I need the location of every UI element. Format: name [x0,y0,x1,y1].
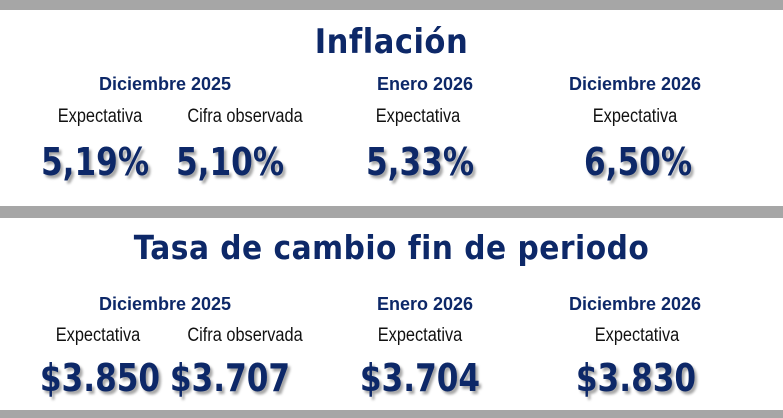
exchange-period-dic2026: Diciembre 2026 [568,294,702,314]
exchange-value-ene2026-expectativa: $3.704 [359,356,481,400]
exchange-period-ene2026: Enero 2026 [376,294,474,314]
exchange-label-dic2025-expectativa: Expectativa [55,325,141,346]
bottom-divider [0,410,783,418]
exchange-value-dic2025-observada: $3.707 [169,356,291,400]
inflation-label-dic2025-expectativa: Expectativa [57,106,143,127]
inflation-value-ene2026-expectativa: 5,33% [365,140,475,184]
section-divider [0,206,783,218]
top-divider [0,0,783,10]
inflation-value-dic2026-expectativa: 6,50% [583,140,693,184]
exchange-value-dic2026-expectativa: $3.830 [575,356,697,400]
exchange-period-dic2025: Diciembre 2025 [98,294,232,314]
inflation-value-dic2025-observada: 5,10% [175,140,285,184]
inflation-period-dic2025: Diciembre 2025 [98,74,232,94]
exchange-rate-title: Tasa de cambio fin de periodo [133,228,650,267]
inflation-title: Inflación [314,22,469,62]
inflation-label-ene2026-expectativa: Expectativa [375,106,461,127]
exchange-label-dic2026-expectativa: Expectativa [594,325,680,346]
inflation-label-dic2026-expectativa: Expectativa [592,106,678,127]
inflation-value-dic2025-expectativa: 5,19% [40,140,150,184]
exchange-label-ene2026-expectativa: Expectativa [377,325,463,346]
exchange-value-dic2025-expectativa: $3.850 [39,356,161,400]
inflation-period-ene2026: Enero 2026 [376,74,474,94]
inflation-period-dic2026: Diciembre 2026 [568,74,702,94]
exchange-label-dic2025-observada: Cifra observada [187,325,303,346]
inflation-label-dic2025-observada: Cifra observada [187,106,303,127]
